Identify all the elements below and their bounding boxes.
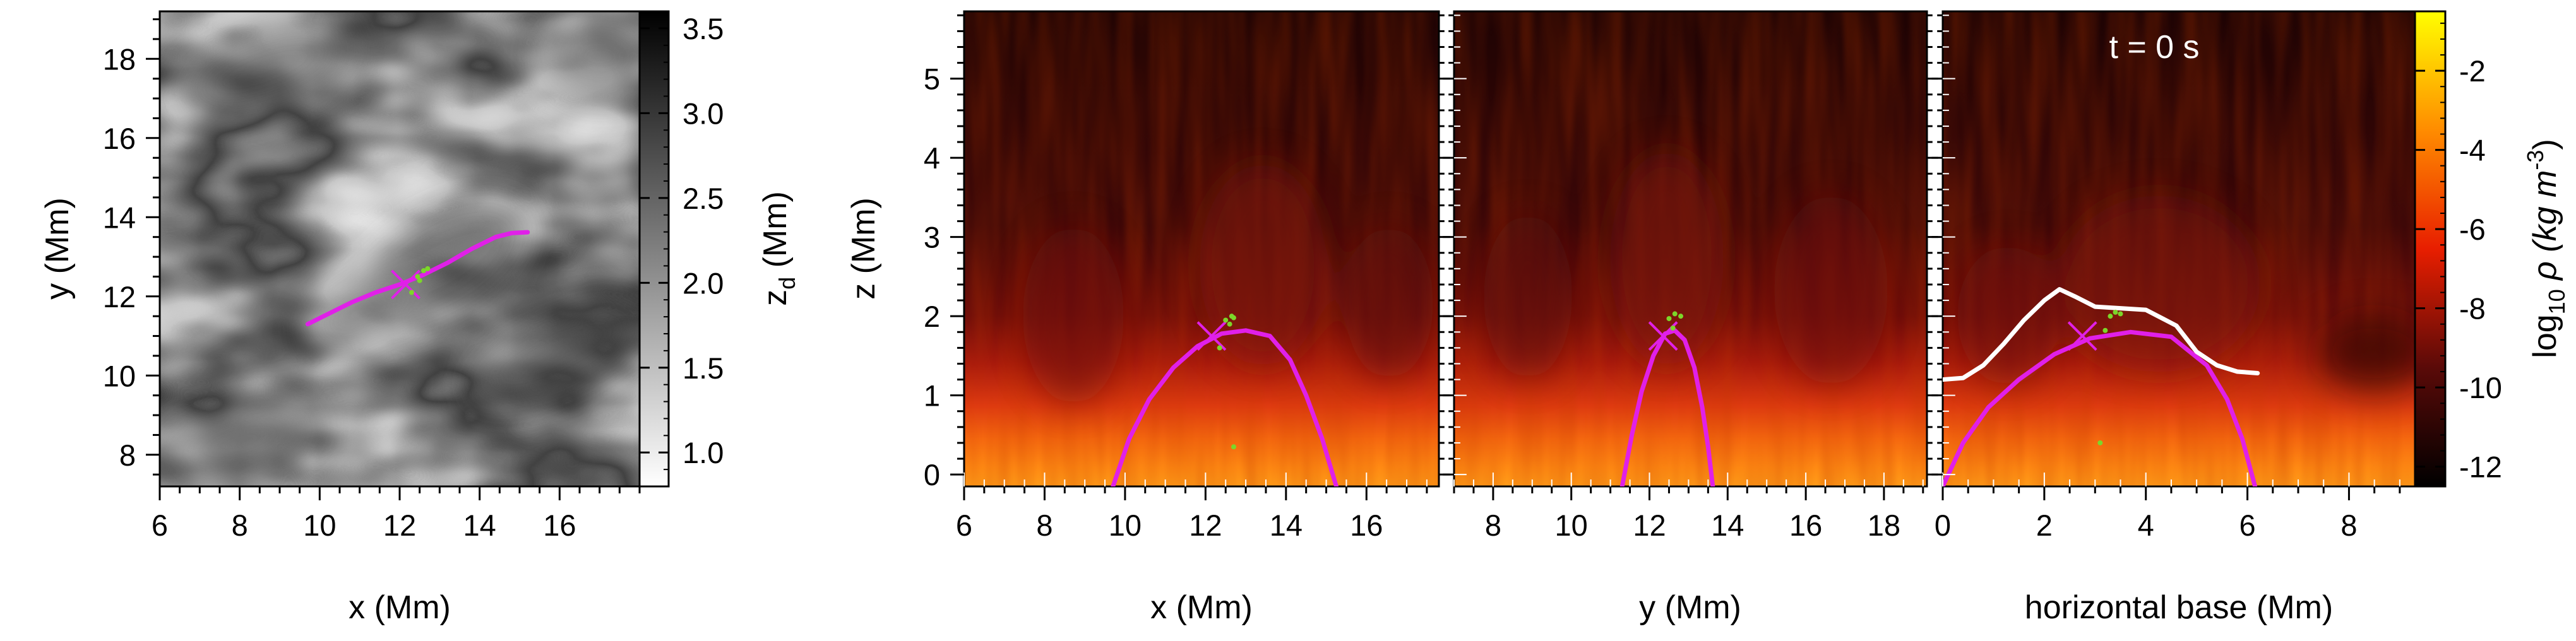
x-tick-label: 6 — [2239, 509, 2256, 542]
panel-2-frame — [963, 10, 1440, 488]
panel-1-xlabel: x (Mm) — [349, 589, 451, 626]
colorbar-tick-label: -4 — [2459, 134, 2486, 167]
panel-2-xlabel: x (Mm) — [1150, 589, 1253, 626]
green-point — [417, 278, 422, 283]
y-tick-label: 10 — [103, 359, 136, 392]
x-tick-label: 0 — [1935, 509, 1951, 542]
y-tick-label: 12 — [103, 280, 136, 314]
colorbar-tick-label: -12 — [2459, 450, 2502, 484]
x-tick-label: 14 — [1270, 509, 1303, 542]
time-annotation: t = 0 s — [2109, 29, 2199, 66]
magenta-curve — [305, 230, 530, 327]
green-point — [1678, 314, 1684, 319]
x-tick-label: 4 — [2138, 509, 2154, 542]
colorbar-tick-label: 2.0 — [683, 266, 724, 300]
density-colorbar — [2414, 10, 2447, 488]
x-tick-label: 6 — [956, 509, 972, 542]
green-point — [425, 266, 431, 271]
panel-3-image — [1454, 11, 1927, 486]
x-tick-label: 10 — [303, 509, 336, 542]
colorbar-tick-label: 3.5 — [683, 12, 724, 45]
green-point — [1231, 315, 1236, 320]
y-tick-label: 3 — [924, 221, 940, 254]
y-tick-label: 1 — [924, 379, 940, 413]
magenta-curve — [1111, 328, 1339, 486]
x-marker — [391, 269, 420, 300]
white-curve — [1943, 287, 2260, 382]
green-point — [2097, 440, 2103, 445]
colorbar-tick-label: 1.0 — [683, 436, 724, 469]
x-tick-label: 12 — [383, 509, 416, 542]
green-point — [409, 290, 414, 295]
x-marker — [2067, 321, 2097, 351]
green-point — [2113, 309, 2118, 315]
magenta-curve — [1943, 329, 2258, 486]
green-point — [1227, 321, 1232, 327]
colorbar-tick-label: -6 — [2459, 213, 2486, 246]
x-tick-label: 8 — [2340, 509, 2357, 542]
colorbar-2-label: log10 ρ (kg m-3) — [2522, 139, 2570, 358]
x-tick-label: 8 — [1036, 509, 1052, 542]
colorbar-tick-label: 1.5 — [683, 351, 724, 385]
panel-3-frame — [1453, 10, 1928, 488]
green-point — [1666, 315, 1672, 321]
green-point — [2108, 314, 2113, 319]
y-tick-label: 0 — [924, 458, 940, 491]
y-tick-label: 2 — [924, 300, 940, 333]
green-point — [2102, 327, 2108, 333]
panel-1-ylabel: y (Mm) — [39, 197, 76, 300]
green-point — [1223, 317, 1229, 323]
panel-3-xlabel: y (Mm) — [1639, 589, 1741, 626]
x-tick-label: 14 — [1711, 509, 1744, 542]
green-point — [415, 274, 420, 279]
colorbar-tick-label: -2 — [2459, 54, 2486, 88]
green-point — [1217, 345, 1222, 351]
y-tick-label: 4 — [924, 141, 940, 175]
x-tick-label: 16 — [1350, 509, 1383, 542]
y-tick-label: 14 — [103, 201, 136, 234]
green-point — [2118, 311, 2123, 317]
panel-4-xlabel: horizontal base (Mm) — [2025, 589, 2333, 626]
x-tick-label: 12 — [1633, 509, 1666, 542]
x-tick-label: 8 — [1485, 509, 1501, 542]
panel-2-ylabel: z (Mm) — [845, 197, 882, 300]
colorbar-1-label: zd (Mm) — [757, 191, 800, 306]
x-tick-label: 16 — [1789, 509, 1822, 542]
x-tick-label: 6 — [152, 509, 168, 542]
green-point — [1672, 311, 1678, 317]
panel-1-image — [160, 11, 640, 486]
y-tick-label: 8 — [119, 438, 136, 472]
colorbar-tick-label: -10 — [2459, 371, 2502, 404]
green-point — [1670, 326, 1676, 331]
y-tick-label: 18 — [103, 42, 136, 76]
y-tick-label: 16 — [103, 122, 136, 155]
panel-2-image — [964, 11, 1439, 486]
x-tick-label: 18 — [1868, 509, 1900, 542]
colorbar-tick-label: -8 — [2459, 292, 2486, 326]
colorbar-tick-label: 2.5 — [683, 182, 724, 215]
x-tick-label: 8 — [232, 509, 248, 542]
x-tick-label: 16 — [543, 509, 576, 542]
magenta-curve — [1619, 328, 1715, 486]
x-tick-label: 10 — [1109, 509, 1142, 542]
y-tick-label: 5 — [924, 62, 940, 96]
x-tick-label: 14 — [463, 509, 496, 542]
green-point — [1231, 444, 1236, 450]
colorbar-tick-label: 3.0 — [683, 97, 724, 130]
x-tick-label: 2 — [2036, 509, 2053, 542]
x-tick-label: 12 — [1189, 509, 1222, 542]
x-tick-label: 10 — [1555, 509, 1588, 542]
panel-4-image — [1943, 11, 2415, 486]
green-point — [421, 268, 426, 274]
x-marker — [1196, 321, 1227, 351]
